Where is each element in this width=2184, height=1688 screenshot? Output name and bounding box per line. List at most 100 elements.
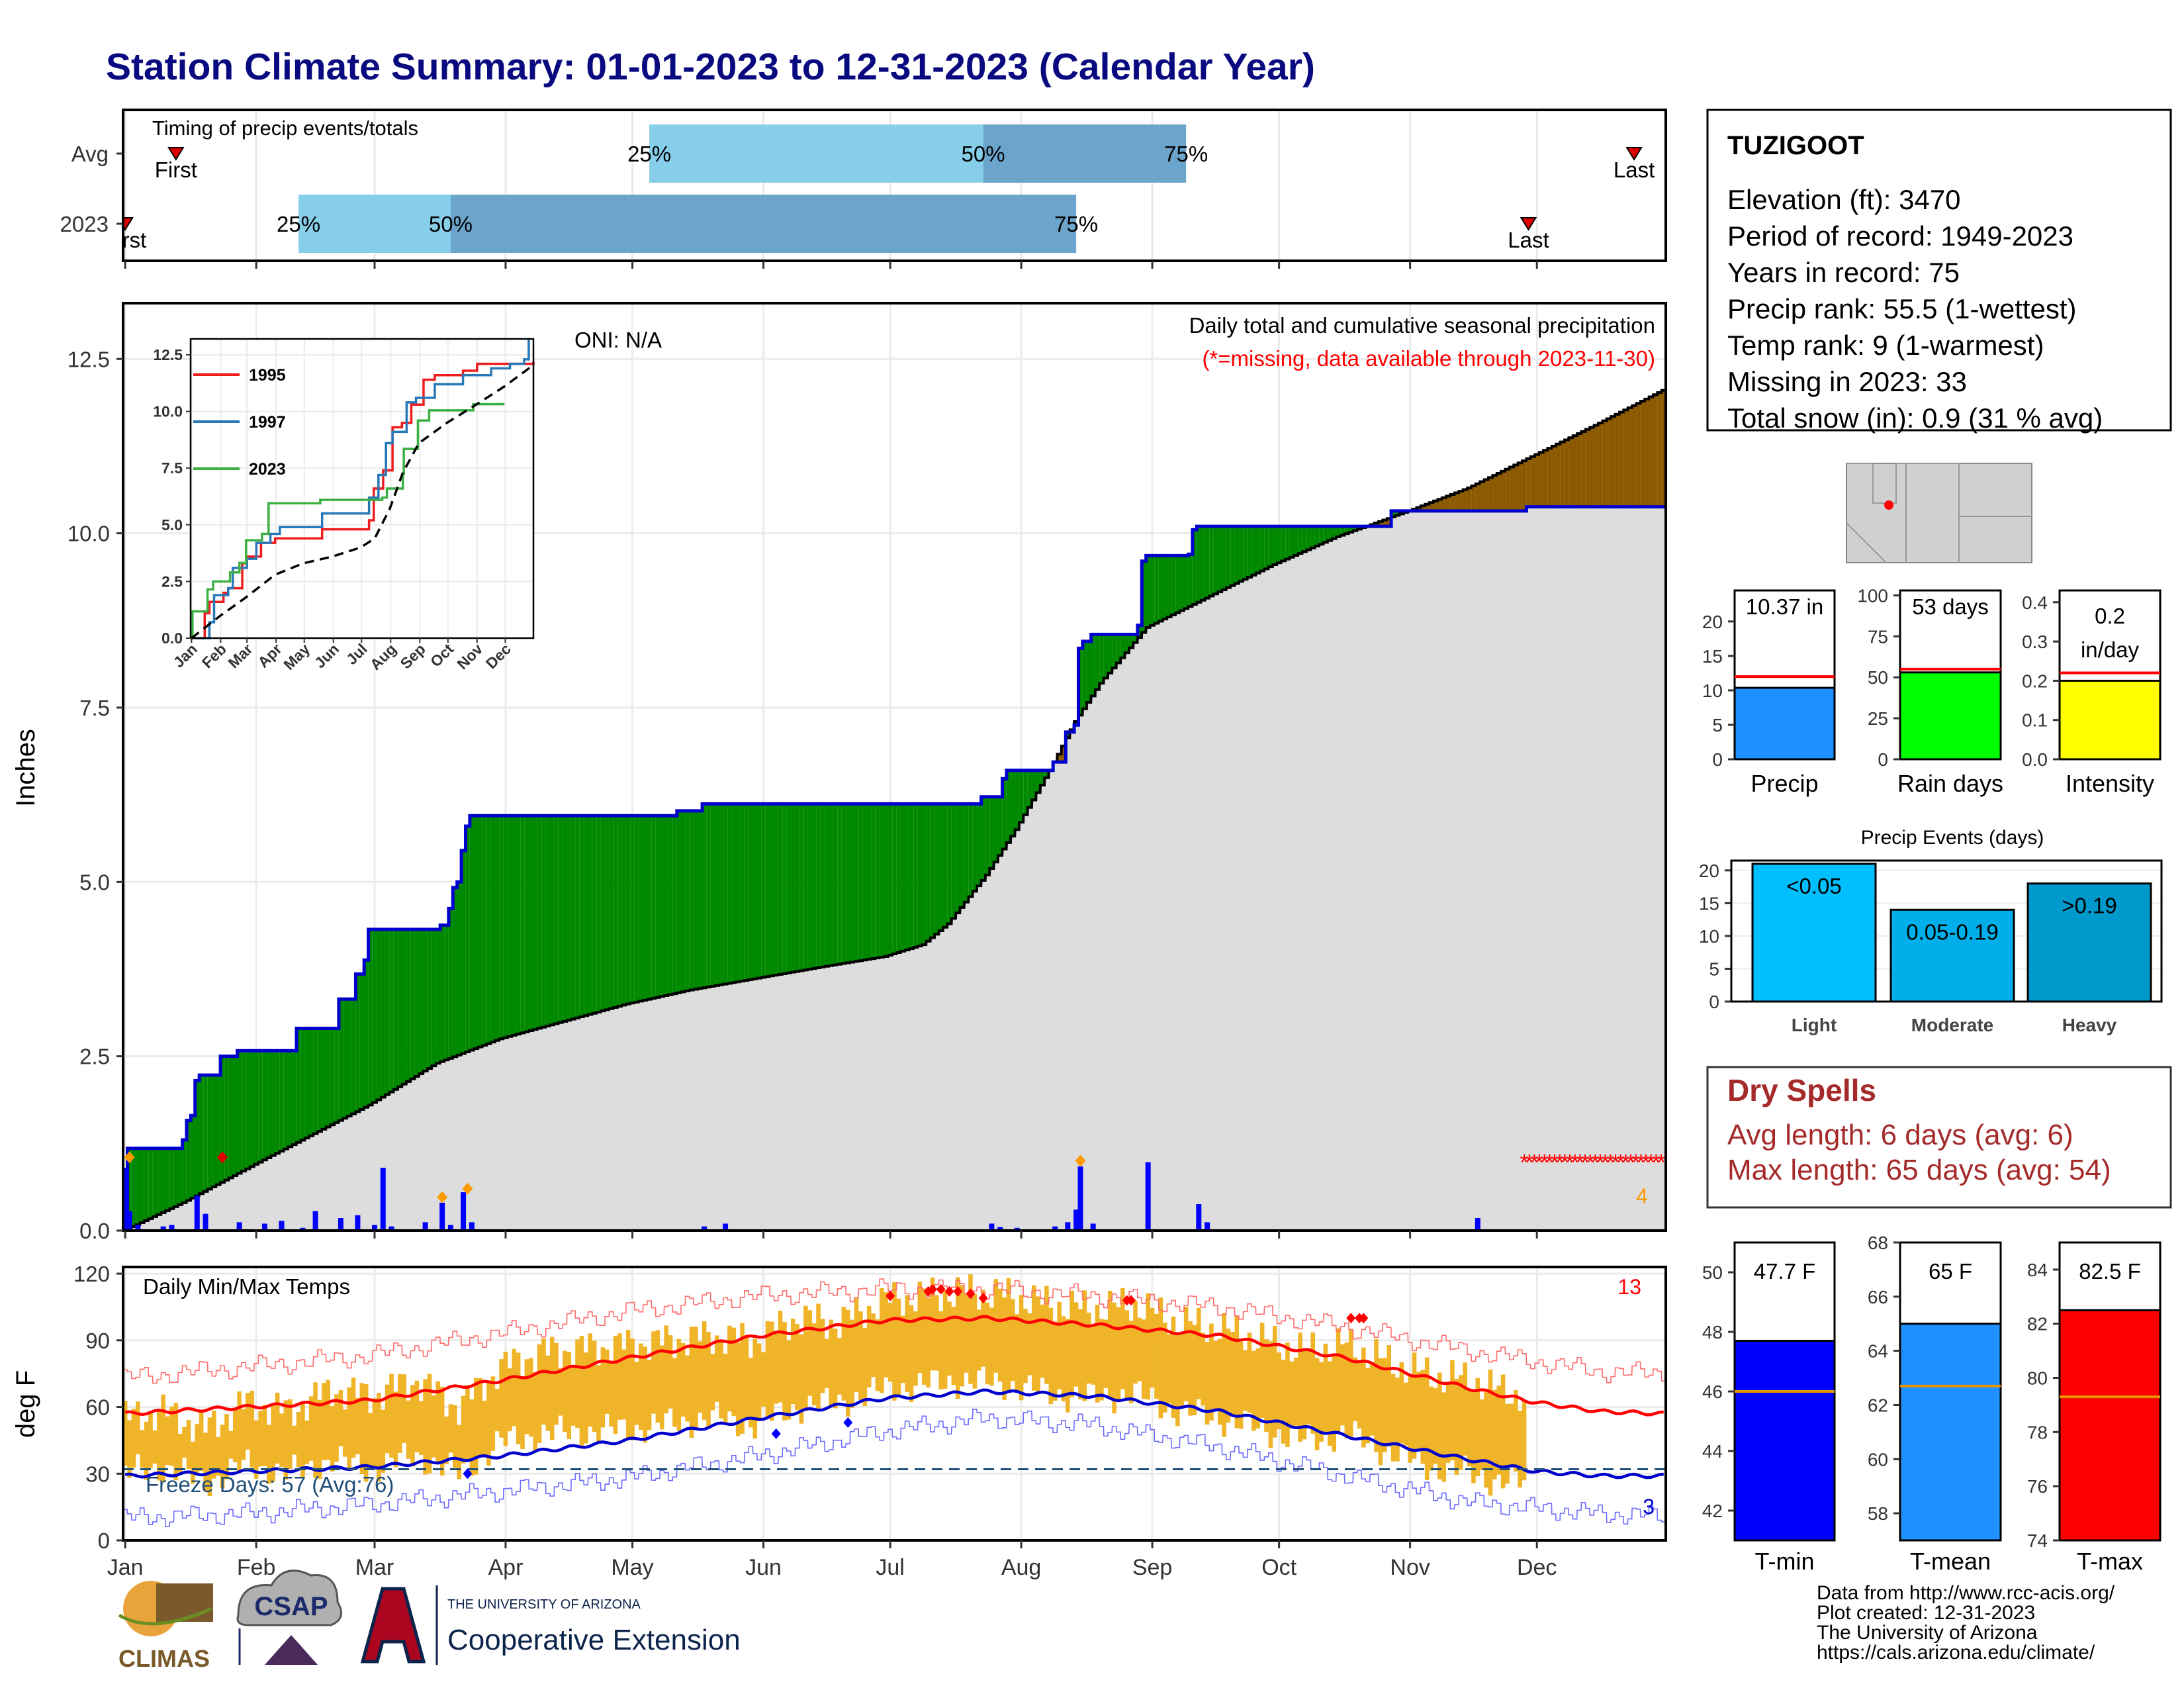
temp-daily-bar (630, 1338, 635, 1440)
temp-bar-t-min (1733, 1340, 1836, 1542)
precip-missing-star: * (1596, 1150, 1604, 1176)
temp-daily-bar (1395, 1377, 1400, 1462)
precip-above-avg-day (846, 804, 850, 963)
temp-daily-bar (465, 1385, 470, 1460)
precip-above-avg-day (596, 816, 601, 1012)
temp-daily-bar (127, 1420, 132, 1478)
temp-daily-bar (398, 1374, 402, 1453)
temp-daily-bar (795, 1324, 799, 1411)
temp-daily-bar (292, 1425, 296, 1455)
temp-daily-bar (1277, 1352, 1281, 1430)
temp-daily-bar (719, 1341, 723, 1419)
temp-daily-bar (951, 1307, 956, 1385)
precip-below-avg-day (1441, 497, 1446, 511)
temp-daily-bar (825, 1338, 829, 1389)
temp-daily-bar (896, 1298, 901, 1397)
summary-bar-intensity (2058, 679, 2161, 761)
temp-daily-bar (402, 1374, 406, 1443)
temp-daily-bar (161, 1394, 165, 1482)
temp-daily-bar (1264, 1339, 1269, 1432)
temp-daily-bar (1002, 1297, 1007, 1400)
temp-daily-bar (1433, 1387, 1438, 1464)
temp-daily-bar (1095, 1305, 1100, 1403)
temp-daily-bar (1243, 1350, 1248, 1411)
temp-daily-bar (643, 1346, 648, 1443)
temp-daily-bar (262, 1405, 267, 1466)
precip-above-avg-day (1133, 634, 1138, 643)
precip-below-avg-day (1526, 458, 1531, 507)
precip-above-avg-day (165, 1148, 170, 1211)
station-years: Years in record: 75 (1727, 257, 1960, 288)
inset-y-tick-label: 0.0 (161, 630, 183, 647)
temp-daily-bar (570, 1366, 576, 1426)
temp-daily-bar (317, 1399, 322, 1479)
temp-daily-bar (761, 1352, 766, 1407)
temp-record-high-marker (927, 1284, 937, 1295)
dry-spells-box (1706, 1066, 2172, 1209)
precip-daily-bar (203, 1213, 208, 1231)
temp-daily-bar (735, 1342, 741, 1436)
temp-daily-bar (702, 1321, 707, 1420)
precip-above-avg-day (740, 804, 745, 982)
temp-daily-bar (453, 1405, 457, 1468)
precip-below-avg-day (1459, 491, 1463, 511)
month-label-jun: Jun (745, 1555, 782, 1580)
precip-above-avg-day (537, 816, 542, 1029)
precip-above-avg-day (634, 816, 639, 1002)
precip-above-avg-day (1302, 526, 1307, 552)
temp-daily-bar (1336, 1328, 1341, 1433)
precip-missing-star: * (1561, 1150, 1569, 1176)
precip-events-y-tick-label: 5 (1709, 959, 1719, 979)
precip-events-y-tick-label: 0 (1709, 992, 1719, 1012)
precip-above-avg-day (799, 804, 804, 971)
timing-p75-label: 75% (1054, 212, 1098, 236)
precip-record-marker (462, 1182, 473, 1195)
precip-above-avg-day (212, 1075, 216, 1188)
temp-daily-bar (1450, 1360, 1455, 1461)
timing-p25-label: 25% (277, 212, 320, 236)
temp-record-low-marker (771, 1428, 781, 1439)
precip-above-avg-day (304, 1028, 310, 1139)
precip-missing-star: * (1637, 1150, 1645, 1176)
temp-daily-bar (385, 1384, 390, 1454)
precip-above-avg-day (1205, 526, 1210, 598)
precip-above-avg-day (1328, 526, 1332, 541)
temp-daily-bar (1175, 1334, 1180, 1427)
summary-bar-label: Rain days (1897, 770, 2003, 797)
temp-daily-bar (803, 1305, 808, 1411)
summary-y-tick-label: 0.3 (2022, 632, 2048, 652)
temp-daily-bar (228, 1430, 234, 1459)
precip-above-avg-day (913, 804, 918, 948)
precip-daily-bar (371, 1225, 377, 1231)
precip-below-avg-day (1564, 440, 1569, 507)
precip-missing-star: * (1611, 1150, 1619, 1176)
summary-y-tick-label: 20 (1702, 612, 1723, 632)
temp-daily-bar (884, 1292, 889, 1378)
precip-events-bin-label: <0.05 (1786, 874, 1842, 898)
temp-daily-bar (829, 1319, 834, 1406)
temp-daily-bar (330, 1405, 335, 1472)
temp-daily-bar (909, 1305, 914, 1402)
precip-above-avg-day (639, 816, 643, 1002)
temp-daily-bar (304, 1420, 310, 1464)
temp-daily-bar (503, 1352, 508, 1446)
temp-daily-bar (905, 1295, 909, 1392)
temp-daily-bar (1437, 1372, 1442, 1479)
summary-y-tick-label: 0 (1712, 749, 1723, 770)
precip-events-y-tick-label: 15 (1699, 893, 1719, 914)
temp-daily-bar (347, 1387, 351, 1470)
precip-above-avg-day (1259, 526, 1265, 571)
temp-bar-y-tick-label: 50 (1702, 1262, 1723, 1283)
precip-events-category-label: Moderate (1911, 1015, 1993, 1035)
temp-record-high-marker (1126, 1295, 1136, 1306)
precip-daily-bar (469, 1222, 475, 1231)
temp-daily-bar (887, 1303, 893, 1382)
precip-below-avg-day (1492, 475, 1497, 511)
summary-y-tick-label: 0.0 (2022, 749, 2048, 770)
precip-daily-bar (997, 1227, 1003, 1231)
temp-daily-bar (1259, 1323, 1265, 1418)
precip-above-avg-day (956, 804, 960, 914)
precip-record-marker (217, 1151, 228, 1164)
precip-below-avg-day (1509, 467, 1514, 511)
timing-clip-cover (64, 111, 122, 259)
